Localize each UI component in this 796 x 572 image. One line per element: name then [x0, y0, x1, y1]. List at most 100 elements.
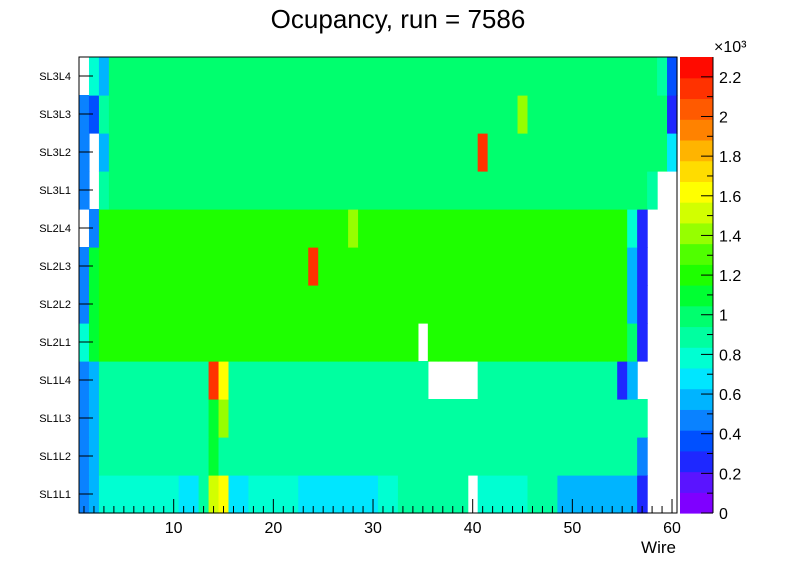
- heatmap-cell: [617, 171, 628, 210]
- heatmap-cell: [308, 209, 319, 248]
- heatmap-cell: [358, 95, 369, 134]
- heatmap-cell: [387, 437, 399, 476]
- heatmap-cell: [318, 95, 329, 134]
- heatmap-cell: [98, 323, 110, 362]
- heatmap-cell: [348, 247, 359, 286]
- heatmap-cell: [637, 437, 648, 476]
- heatmap-cell: [208, 399, 220, 438]
- heatmap-cell: [308, 133, 319, 172]
- heatmap-cell: [517, 95, 529, 134]
- heatmap-cell: [547, 171, 558, 210]
- heatmap-cell: [228, 133, 240, 172]
- heatmap-cell: [437, 437, 449, 476]
- heatmap-cell: [188, 133, 200, 172]
- y-tick-label: SL1L2: [39, 451, 71, 463]
- heatmap-cell: [168, 323, 180, 362]
- heatmap-cell: [118, 475, 130, 514]
- heatmap-cell: [487, 437, 499, 476]
- color-scale-band: [680, 409, 713, 431]
- heatmap-cell: [517, 133, 529, 172]
- heatmap-cell: [168, 209, 180, 248]
- heatmap-cell: [387, 95, 399, 134]
- heatmap-cell: [547, 247, 558, 286]
- heatmap-cell: [487, 475, 499, 514]
- heatmap-cell: [328, 247, 339, 286]
- heatmap-cell: [208, 171, 220, 210]
- heatmap-cell: [298, 171, 309, 210]
- heatmap-cell: [597, 57, 608, 96]
- heatmap-cell: [368, 95, 379, 134]
- y-tick-label: SL2L3: [39, 261, 71, 273]
- heatmap-cell: [248, 285, 259, 324]
- heatmap-cell: [288, 57, 299, 96]
- heatmap-cell: [198, 133, 210, 172]
- heatmap-cell: [348, 285, 359, 324]
- heatmap-cell: [218, 285, 230, 324]
- heatmap-cell: [278, 361, 289, 400]
- heatmap-cell: [268, 361, 279, 400]
- heatmap-cell: [457, 133, 469, 172]
- heatmap-cell: [338, 57, 349, 96]
- heatmap-cell: [587, 475, 598, 514]
- heatmap-cell: [597, 95, 608, 134]
- heatmap-cell: [258, 475, 269, 514]
- heatmap-cell: [577, 437, 588, 476]
- heatmap-cell: [577, 247, 588, 286]
- heatmap-cell: [228, 323, 240, 362]
- heatmap-cell: [497, 475, 509, 514]
- heatmap-cell: [278, 95, 289, 134]
- heatmap-cell: [477, 133, 489, 172]
- heatmap-cell: [637, 57, 648, 96]
- heatmap-cell: [178, 475, 190, 514]
- heatmap-cell: [298, 475, 309, 514]
- heatmap-cell: [158, 133, 170, 172]
- heatmap-cell: [637, 171, 648, 210]
- color-scale-tick-label: 2.2: [719, 70, 741, 87]
- heatmap-cell: [627, 399, 638, 438]
- heatmap-cell: [168, 247, 180, 286]
- heatmap-cell: [378, 57, 389, 96]
- heatmap-cell: [527, 361, 539, 400]
- heatmap-cell: [98, 361, 110, 400]
- heatmap-cell: [188, 95, 200, 134]
- heatmap-cell: [517, 247, 529, 286]
- heatmap-cell: [358, 437, 369, 476]
- heatmap-cell: [557, 171, 568, 210]
- heatmap-cell: [338, 209, 349, 248]
- heatmap-cell: [407, 399, 419, 438]
- heatmap-cell: [607, 399, 618, 438]
- heatmap-cell: [208, 247, 220, 286]
- heatmap-cell: [457, 247, 469, 286]
- heatmap-cell: [527, 247, 539, 286]
- heatmap-cell: [387, 171, 399, 210]
- heatmap-cell: [178, 171, 190, 210]
- heatmap-cell: [178, 57, 190, 96]
- heatmap-cell: [527, 57, 539, 96]
- heatmap-cell: [88, 475, 100, 514]
- heatmap-cell: [308, 361, 319, 400]
- heatmap-cell: [158, 361, 170, 400]
- color-scale-band: [680, 202, 713, 224]
- heatmap-cell: [527, 475, 539, 514]
- heatmap-cell: [278, 133, 289, 172]
- heatmap-cell: [467, 171, 479, 210]
- heatmap-cell: [527, 95, 539, 134]
- heatmap-cell: [228, 399, 240, 438]
- heatmap-cell: [108, 133, 120, 172]
- color-scale-band: [680, 388, 713, 410]
- heatmap-cell: [368, 399, 379, 438]
- heatmap-cell: [128, 437, 140, 476]
- heatmap-cell: [338, 133, 349, 172]
- y-tick-label: SL3L4: [39, 71, 71, 83]
- heatmap-cell: [547, 437, 558, 476]
- heatmap-cell: [647, 133, 658, 172]
- heatmap-cell: [158, 475, 170, 514]
- heatmap-cell: [228, 171, 240, 210]
- heatmap-cell: [427, 57, 439, 96]
- heatmap-cell: [507, 57, 519, 96]
- heatmap-cell: [158, 95, 170, 134]
- heatmap-cell: [268, 475, 279, 514]
- heatmap-cell: [527, 209, 539, 248]
- heatmap-cell: [98, 285, 110, 324]
- heatmap-cell: [338, 399, 349, 438]
